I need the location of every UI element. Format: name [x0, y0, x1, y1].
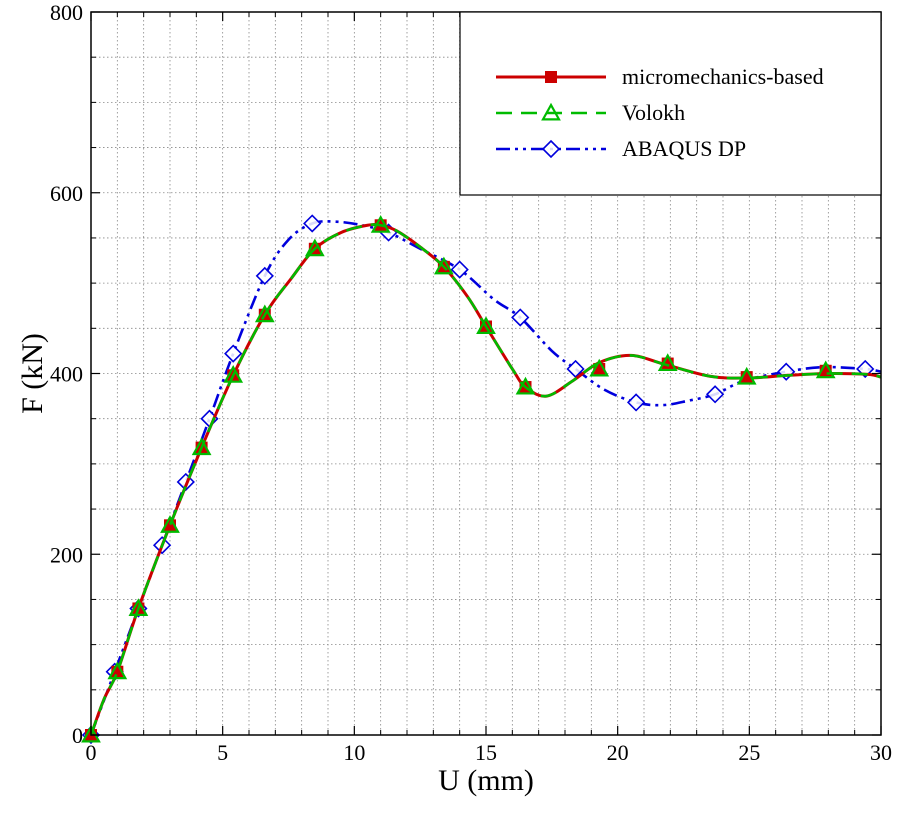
- x-tick-label: 0: [86, 740, 97, 765]
- ticks: 0 5 10 15 20 25 30 0 200 400 600 800: [50, 0, 892, 765]
- data-point: [303, 214, 322, 233]
- data-point: [476, 316, 496, 335]
- data-point: [224, 344, 243, 363]
- data-point: [541, 102, 561, 121]
- x-tick-label: 5: [217, 740, 228, 765]
- data-point: [541, 139, 561, 159]
- series-line: [89, 220, 882, 736]
- data-point: [736, 366, 757, 385]
- series-line: [89, 223, 882, 736]
- y-tick-label: 600: [50, 181, 83, 206]
- data-point: [589, 358, 610, 377]
- legend-label: Volokh: [622, 100, 685, 125]
- legend-box: [459, 11, 882, 196]
- x-tick-label: 20: [607, 740, 629, 765]
- data-point: [128, 598, 149, 616]
- y-tick-label: 800: [50, 0, 83, 25]
- data-point: [450, 260, 469, 279]
- series-abaqus-dp: [81, 214, 882, 745]
- data-point: [815, 360, 836, 379]
- x-tick-label: 25: [738, 740, 760, 765]
- data-point: [511, 308, 530, 327]
- series-volokh: [81, 215, 882, 743]
- data-point: [160, 515, 180, 533]
- y-tick-label: 0: [72, 723, 83, 748]
- data-point: [370, 215, 391, 233]
- x-tick-label: 15: [475, 740, 497, 765]
- data-point: [657, 353, 678, 372]
- legend-label: micromechanics-based: [622, 64, 824, 89]
- series-layer: [81, 214, 882, 745]
- data-point: [254, 304, 275, 323]
- data-point: [81, 724, 101, 743]
- data-point: [223, 365, 244, 383]
- x-tick-label: 10: [343, 740, 365, 765]
- data-point: [626, 393, 646, 412]
- legend-label: ABAQUS DP: [622, 136, 746, 161]
- data-point: [705, 385, 725, 404]
- y-tick-label: 200: [50, 542, 83, 567]
- y-axis-label: F (kN): [16, 333, 49, 414]
- x-tick-label: 30: [870, 740, 892, 765]
- data-point: [566, 359, 585, 379]
- data-point: [433, 256, 454, 275]
- data-point: [107, 661, 128, 680]
- data-point: [255, 266, 274, 286]
- series-micromechanics-based: [85, 219, 882, 741]
- data-point: [515, 376, 536, 395]
- data-point: [545, 71, 557, 83]
- x-axis-label: U (mm): [438, 764, 534, 797]
- y-tick-label: 400: [50, 362, 83, 387]
- data-point: [304, 238, 325, 257]
- legend: micromechanics-based Volokh ABAQUS DP: [459, 11, 882, 196]
- data-point: [191, 437, 212, 456]
